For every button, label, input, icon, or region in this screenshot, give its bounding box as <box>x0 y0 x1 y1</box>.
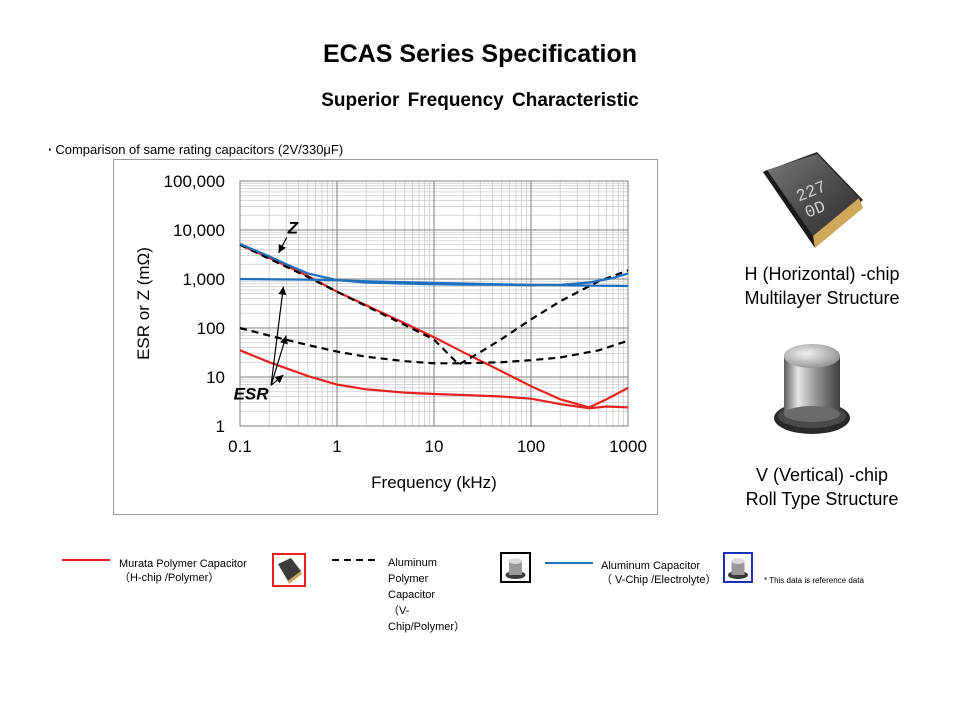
series-line-3 <box>239 243 629 366</box>
series-line-5 <box>239 242 629 287</box>
legend-line-aluminum-polymer <box>332 559 380 561</box>
legend-ap-line1: Aluminum <box>388 557 437 569</box>
x-tick-label: 10 <box>425 437 444 456</box>
series-line-2 <box>239 349 629 410</box>
v-chip-caption: V (Vertical) -chip Roll Type Structure <box>692 463 952 511</box>
y-tick-label: 1,000 <box>182 270 225 289</box>
legend-ap-line5: Chip/Polymer） <box>388 621 466 633</box>
v-chip-caption-line2: Roll Type Structure <box>745 489 899 509</box>
y-tick-label: 10 <box>206 368 225 387</box>
annotation-arrowhead <box>280 335 288 345</box>
h-chip-caption: H (Horizontal) -chip Multilayer Structur… <box>692 262 952 310</box>
legend-line-aluminum <box>545 562 593 564</box>
legend-aluminum-polymer-thumbnail <box>500 552 531 583</box>
annotation-arrow <box>270 286 284 386</box>
annotation-label: Z <box>287 218 299 237</box>
legend-ap-line2: Polymer <box>388 573 429 585</box>
h-chip-thumb-icon <box>278 558 302 584</box>
annotation-arrow <box>270 335 287 386</box>
bullet-icon: · <box>48 142 53 157</box>
x-tick-label: 0.1 <box>228 437 252 456</box>
v-chip-image <box>774 344 850 434</box>
series-line-6 <box>239 277 629 288</box>
reference-note: * This data is reference data <box>764 576 864 585</box>
legend-aluminum-line2: （ V-Chip /Electrolyte） <box>601 574 717 586</box>
annotation-arrowhead <box>274 374 284 384</box>
legend-aluminum-polymer-label: Aluminum Polymer Capacitor （V- Chip/Poly… <box>388 555 465 635</box>
legend-ap-line4: （V- <box>388 605 410 617</box>
legend-aluminum-label: Aluminum Capacitor （ V-Chip /Electrolyte… <box>601 559 717 587</box>
y-tick-label: 1 <box>216 417 225 436</box>
y-tick-label: 100,000 <box>164 172 225 191</box>
y-tick-label: 100 <box>197 319 225 338</box>
h-chip-image: 227 0D <box>763 152 863 248</box>
y-tick-label: 10,000 <box>173 221 225 240</box>
legend-murata-thumbnail <box>272 553 306 587</box>
series-line-4 <box>239 326 629 365</box>
h-chip-caption-line2: Multilayer Structure <box>744 288 900 308</box>
h-chip-caption-line1: H (Horizontal) -chip <box>744 264 900 284</box>
x-tick-label: 100 <box>517 437 545 456</box>
legend-aluminum-thumbnail <box>723 552 753 583</box>
v-chip-thumb-icon-2 <box>728 558 748 579</box>
comparison-note-text: Comparison of same rating capacitors (2V… <box>55 142 344 157</box>
legend-murata-label: Murata Polymer Capacitor （H-chip /Polyme… <box>119 557 247 585</box>
x-tick-label: 1000 <box>609 437 647 456</box>
x-tick-label: 1 <box>332 437 341 456</box>
annotation-label: ESR <box>234 384 270 403</box>
x-axis-label: Frequency (kHz) <box>371 473 497 492</box>
page-subtitle: Superior Frequency Characteristic <box>321 90 639 111</box>
legend-line-murata <box>62 559 110 561</box>
legend-ap-line3: Capacitor <box>388 589 436 601</box>
v-chip-caption-line1: V (Vertical) -chip <box>755 465 889 485</box>
legend-murata-line2: （H-chip /Polymer） <box>119 572 220 584</box>
page-title: ECAS Series Specification <box>322 40 637 68</box>
y-axis-label: ESR or Z (mΩ) <box>134 247 153 360</box>
legend-murata-line1: Murata Polymer Capacitor <box>119 558 247 570</box>
legend-aluminum-line1: Aluminum Capacitor <box>601 560 701 572</box>
comparison-note: · Comparison of same rating capacitors (2… <box>48 142 343 157</box>
frequency-chart: 0.1 1 10 100 10001101001,00010,000100,000Fre… <box>134 172 647 492</box>
annotation-arrowhead <box>278 286 287 296</box>
annotation-arrowhead <box>278 244 286 253</box>
v-chip-thumb-icon <box>505 558 526 579</box>
